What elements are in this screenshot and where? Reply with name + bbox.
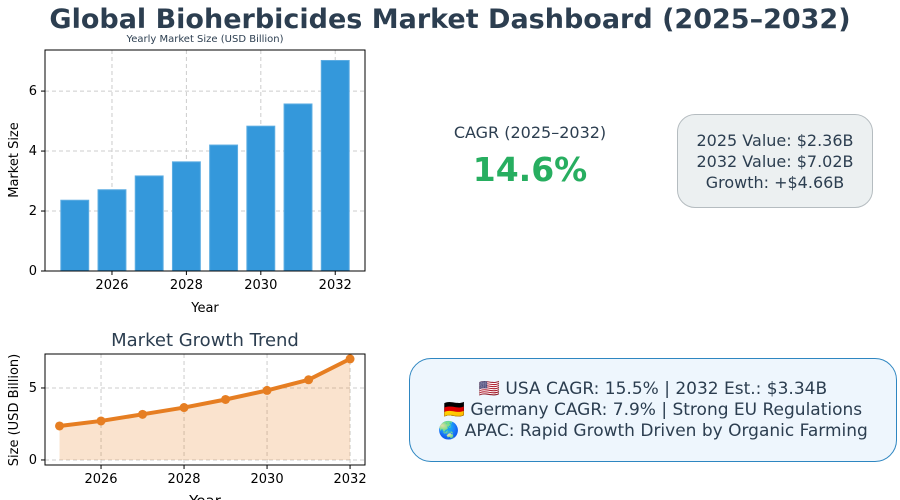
point-2030 (262, 385, 272, 395)
point-2026 (96, 416, 106, 426)
cagr-value: 14.6% (472, 150, 588, 189)
point-2032 (345, 354, 355, 364)
trend-chart-ylabel: Size (USD Billion) (7, 354, 22, 466)
point-2027 (138, 409, 148, 419)
y-tick-label: 6 (29, 84, 37, 99)
region-usa: 🇺🇸 USA CAGR: 15.5% | 2032 Est.: $3.34B (478, 378, 828, 399)
region-apac: 🌏 APAC: Rapid Growth Driven by Organic F… (438, 420, 868, 441)
y-tick-label: 0 (29, 264, 37, 279)
bar-2028 (171, 161, 201, 272)
summary-2032-value: 2032 Value: $7.02B (696, 151, 854, 171)
area-fill (59, 358, 351, 460)
x-tick-label: 2030 (251, 472, 284, 487)
charts-svg: Yearly Market Size (USD Billion) 2026 202… (7, 34, 367, 500)
bar-2032 (320, 59, 350, 272)
y-tick-label: 2 (29, 204, 37, 219)
y-tick-label: 4 (29, 144, 37, 159)
trend-line (59, 357, 351, 428)
point-2025 (55, 421, 65, 431)
cagr-label: CAGR (2025–2032) (453, 123, 607, 142)
trend-chart-xlabel: Year (188, 492, 222, 500)
x-tick-label: 2028 (170, 278, 203, 293)
x-tick-label: 2026 (84, 472, 117, 487)
axes-frame (44, 49, 366, 272)
bar-chart: 2026 2028 2030 2032 0 2 4 6 (29, 49, 366, 293)
bar-chart-title: Yearly Market Size (USD Billion) (125, 34, 283, 45)
summary-growth: Growth: +$4.66B (705, 172, 845, 192)
bar-2027 (134, 175, 164, 272)
bar-chart-ylabel: Market Size (7, 122, 22, 198)
x-tick-label: 2032 (334, 472, 367, 487)
summary-2025-value: 2025 Value: $2.36B (696, 130, 854, 150)
axes-frame (44, 353, 366, 466)
point-2031 (304, 375, 314, 385)
point-2028 (179, 403, 189, 413)
y-tick-label: 0 (29, 453, 37, 468)
summary-box: 2025 Value: $2.36B 2032 Value: $7.02B Gr… (677, 114, 873, 208)
trend-chart-title: Market Growth Trend (111, 330, 299, 351)
bar-2029 (209, 144, 239, 272)
page-title: Global Bioherbicides Market Dashboard (2… (49, 4, 851, 35)
x-tick-label: 2030 (244, 278, 277, 293)
bar-2025 (60, 199, 90, 272)
bar-chart-xlabel: Year (190, 301, 219, 316)
x-tick-label: 2032 (319, 278, 352, 293)
bar-2031 (283, 103, 313, 272)
y-tick-label: 5 (29, 381, 37, 396)
region-germany: 🇩🇪 Germany CAGR: 7.9% | Strong EU Regula… (443, 399, 863, 420)
point-2029 (221, 394, 231, 404)
regions-box: 🇺🇸 USA CAGR: 15.5% | 2032 Est.: $3.34B 🇩… (409, 358, 897, 462)
bar-2026 (97, 189, 127, 272)
bar-2030 (246, 125, 276, 272)
trend-chart: 2026 2028 2030 2032 0 5 (29, 353, 367, 487)
x-tick-label: 2026 (95, 278, 128, 293)
x-tick-label: 2028 (167, 472, 200, 487)
